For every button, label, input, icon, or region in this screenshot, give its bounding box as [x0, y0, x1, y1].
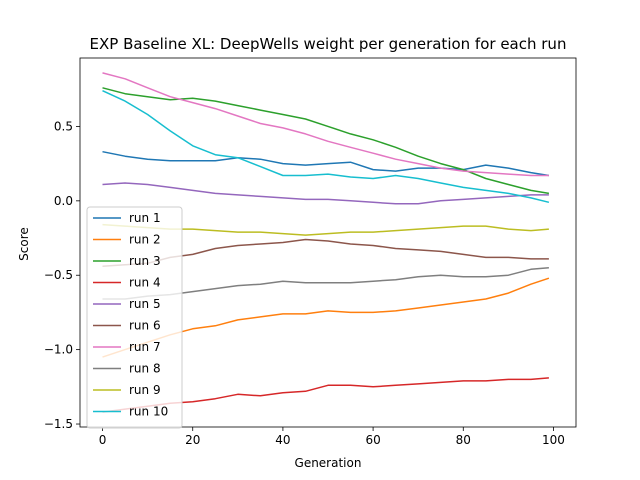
x-tick-label: 0 [99, 433, 107, 447]
y-tick-label: −1.0 [44, 343, 73, 357]
legend-label-2: run 2 [129, 233, 161, 247]
x-tick-label: 80 [456, 433, 471, 447]
x-tick-label: 100 [542, 433, 565, 447]
y-axis-label: Score [17, 227, 31, 261]
y-tick-label: 0.0 [54, 194, 73, 208]
y-tick-label: −1.5 [44, 417, 73, 431]
legend-label-8: run 8 [129, 362, 161, 376]
x-tick-label: 40 [275, 433, 290, 447]
series-line-7 [102, 72, 549, 177]
x-tick-label: 60 [365, 433, 380, 447]
legend-label-6: run 6 [129, 319, 161, 333]
series-line-5 [102, 182, 549, 205]
legend: run 1 run 2 run 3 run 4 run 5 run 6 run 7 run 8… [86, 206, 183, 429]
axes-frame [79, 57, 577, 428]
legend-label-1: run 1 [129, 211, 161, 225]
x-axis-label: Generation [295, 456, 362, 470]
y-tick-label: −0.5 [44, 268, 73, 282]
legend-label-7: run 7 [129, 340, 161, 354]
series-line-1 [102, 150, 550, 177]
legend-box [86, 206, 183, 429]
chart-title: EXP Baseline XL: DeepWells weight per ge… [90, 35, 567, 53]
legend-label-5: run 5 [129, 297, 161, 311]
legend-label-10: run 10 [129, 405, 168, 419]
legend-label-4: run 4 [129, 276, 161, 290]
legend-label-3: run 3 [129, 254, 161, 268]
y-tick-label: 0.5 [54, 119, 73, 133]
x-tick-label: 20 [185, 433, 200, 447]
x-axis: 0 20 40 60 80 100 [99, 427, 565, 447]
series-line-10 [102, 90, 550, 204]
y-axis: −1.5 −1.0 −0.5 0.0 0.5 [44, 119, 80, 431]
legend-label-9: run 9 [129, 383, 161, 397]
